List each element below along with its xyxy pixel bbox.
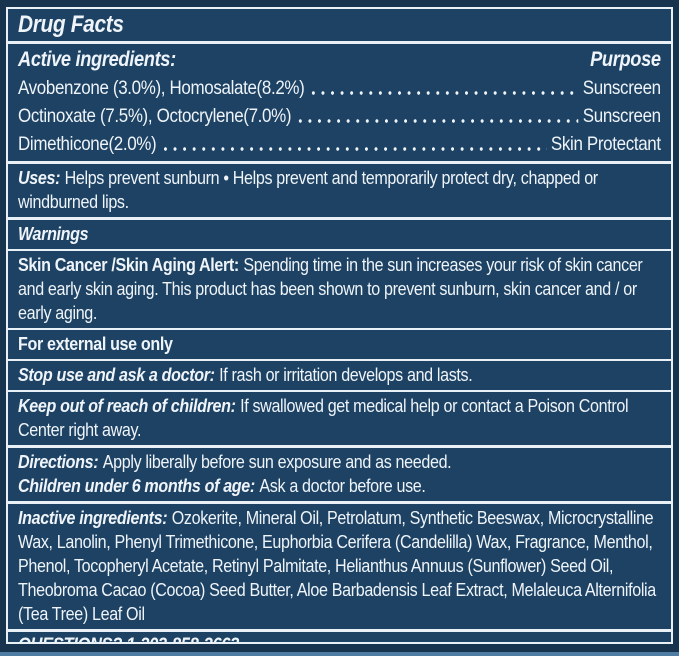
- ingredient-row: Octinoxate (7.5%), Octocrylene(7.0%) Sun…: [18, 102, 661, 130]
- stop-use-label: Stop use and ask a doctor:: [18, 364, 215, 385]
- stop-use-text: If rash or irritation develops and lasts…: [219, 364, 473, 385]
- inactive-ingredients-section: Inactive ingredients: Ozokerite, Mineral …: [8, 501, 671, 629]
- warnings-heading-row: Warnings: [8, 217, 671, 249]
- children-line: Children under 6 months of age: Ask a doc…: [18, 474, 661, 498]
- title-row: Drug Facts: [8, 9, 671, 41]
- questions-row: QUESTIONS? 1-203-858-2663: [8, 629, 671, 642]
- directions-label: Directions:: [18, 451, 99, 472]
- directions-text: Apply liberally before sun exposure and …: [102, 451, 452, 472]
- ingredient-purpose: Skin Protectant: [550, 133, 661, 155]
- skin-alert-label: Skin Cancer /Skin Aging Alert:: [18, 254, 239, 275]
- skin-alert-section: Skin Cancer /Skin Aging Alert: Spending t…: [8, 249, 671, 328]
- warnings-heading: Warnings: [18, 223, 89, 244]
- children-label: Children under 6 months of age:: [18, 475, 255, 496]
- dot-leader: [160, 130, 547, 158]
- directions-line: Directions: Apply liberally before sun ex…: [18, 450, 661, 474]
- skin-alert-text: Spending time in the sun increases your …: [18, 254, 643, 323]
- drug-facts-panel: Drug Facts Active ingredients: Purpose A…: [6, 7, 673, 644]
- page-title: Drug Facts: [18, 11, 124, 38]
- inactive-ingredients-label: Inactive ingredients:: [18, 507, 168, 528]
- directions-section: Directions: Apply liberally before sun ex…: [8, 445, 671, 501]
- ingredient-row: Dimethicone(2.0%) Skin Protectant: [18, 130, 661, 158]
- questions-text: QUESTIONS? 1-203-858-2663: [18, 634, 661, 642]
- external-use-text: For external use only: [18, 333, 173, 354]
- keep-out-label: Keep out of reach of children:: [18, 395, 236, 416]
- label-bottom-edge: [0, 652, 679, 656]
- uses-text: Helps prevent sunburn • Helps prevent an…: [18, 167, 598, 212]
- ingredient-row: Avobenzone (3.0%), Homosalate(8.2%) Suns…: [18, 74, 661, 102]
- ingredient-purpose: Sunscreen: [582, 77, 661, 99]
- uses-section: Uses: Helps prevent sunburn • Helps preve…: [8, 161, 671, 217]
- active-ingredients-header: Active ingredients: Purpose: [18, 46, 661, 74]
- dot-leader: [295, 102, 579, 130]
- uses-label: Uses:: [18, 167, 61, 188]
- external-use-row: For external use only: [8, 328, 671, 359]
- active-ingredients-section: Active ingredients: Purpose Avobenzone (…: [8, 41, 671, 161]
- active-ingredients-heading: Active ingredients:: [18, 48, 176, 71]
- ingredient-name: Octinoxate (7.5%), Octocrylene(7.0%): [18, 105, 292, 127]
- inactive-ingredients-text: Ozokerite, Mineral Oil, Petrolatum, Synt…: [18, 507, 656, 624]
- keep-out-text: If swallowed get medical help or contact…: [18, 395, 629, 440]
- dot-leader: [308, 74, 579, 102]
- ingredient-purpose: Sunscreen: [582, 105, 661, 127]
- ingredient-name: Dimethicone(2.0%): [18, 133, 157, 155]
- purpose-heading: Purpose: [590, 48, 661, 71]
- stop-use-section: Stop use and ask a doctor: If rash or irr…: [8, 359, 671, 390]
- ingredient-name: Avobenzone (3.0%), Homosalate(8.2%): [18, 77, 305, 99]
- keep-out-section: Keep out of reach of children: If swallow…: [8, 390, 671, 445]
- children-text: Ask a doctor before use.: [259, 475, 426, 496]
